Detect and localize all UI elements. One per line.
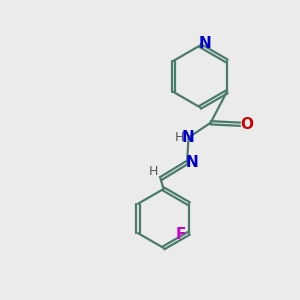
Text: H: H	[174, 131, 184, 144]
Text: N: N	[186, 155, 199, 170]
Text: F: F	[176, 227, 186, 242]
Text: N: N	[199, 37, 212, 52]
Text: O: O	[240, 117, 253, 132]
Text: N: N	[182, 130, 194, 145]
Text: H: H	[148, 165, 158, 178]
